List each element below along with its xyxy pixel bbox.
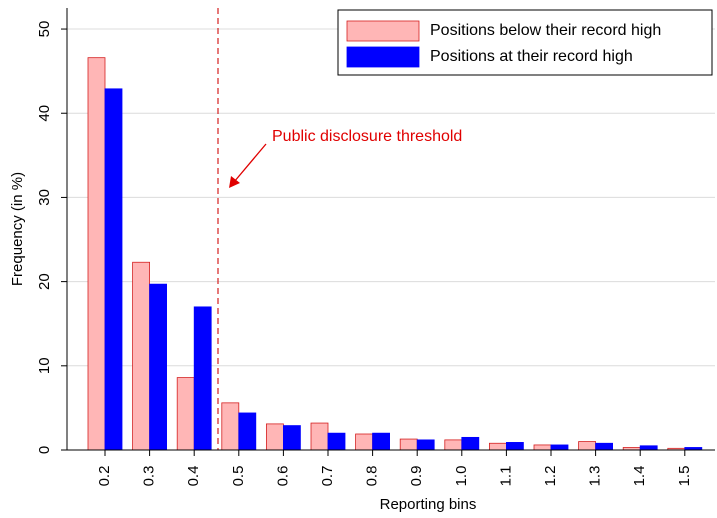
bar [132, 261, 151, 451]
bar [265, 423, 284, 451]
bar [221, 402, 240, 451]
bar [176, 377, 195, 451]
x-tick-label: 0.2 [96, 466, 113, 487]
x-tick-label: 1.5 [676, 466, 693, 487]
legend-label: Positions below their record high [430, 22, 661, 39]
bar [416, 439, 435, 451]
x-tick-label: 1.0 [453, 466, 470, 487]
x-tick-label: 1.1 [497, 466, 514, 487]
x-axis-label: Reporting bins [380, 496, 477, 513]
bar [372, 432, 391, 451]
x-tick-label: 0.8 [364, 466, 381, 487]
legend-label: Positions at their record high [430, 48, 633, 65]
bar [355, 433, 374, 451]
bar [550, 444, 569, 451]
legend-swatch [346, 20, 420, 42]
x-tick-label: 0.4 [185, 466, 202, 487]
bar [595, 442, 613, 451]
bar [533, 444, 552, 451]
bar [310, 422, 329, 451]
y-tick-label: 0 [36, 446, 53, 454]
y-tick-label: 50 [36, 21, 53, 38]
annotation-arrow [233, 143, 267, 183]
legend-swatch [346, 46, 420, 68]
bar [444, 439, 463, 451]
bar [87, 57, 106, 451]
bar [639, 445, 658, 451]
bar [488, 442, 507, 451]
x-tick-label: 1.3 [587, 466, 604, 487]
bar [193, 306, 212, 451]
y-axis-label: Frequency (in %) [9, 172, 26, 286]
x-tick-label: 0.7 [319, 466, 336, 487]
bar [399, 438, 418, 451]
bar [327, 432, 346, 451]
bar [149, 283, 168, 451]
y-tick-label: 40 [36, 105, 53, 122]
x-tick-label: 0.5 [230, 466, 247, 487]
x-tick-label: 1.4 [631, 466, 648, 487]
x-tick-label: 0.6 [274, 466, 291, 487]
arrow-head [229, 176, 240, 188]
x-tick-label: 0.9 [408, 466, 425, 487]
y-tick-label: 10 [36, 357, 53, 374]
x-tick-label: 0.3 [141, 466, 158, 487]
bar [505, 442, 524, 451]
annotation: Public disclosure threshold [272, 128, 462, 145]
bar [238, 412, 257, 451]
y-tick-label: 30 [36, 189, 53, 206]
y-tick-label: 20 [36, 273, 53, 290]
x-tick-label: 1.2 [542, 466, 559, 487]
bar [578, 441, 596, 451]
bar [461, 436, 480, 451]
bar [282, 425, 301, 451]
bar [104, 88, 123, 451]
